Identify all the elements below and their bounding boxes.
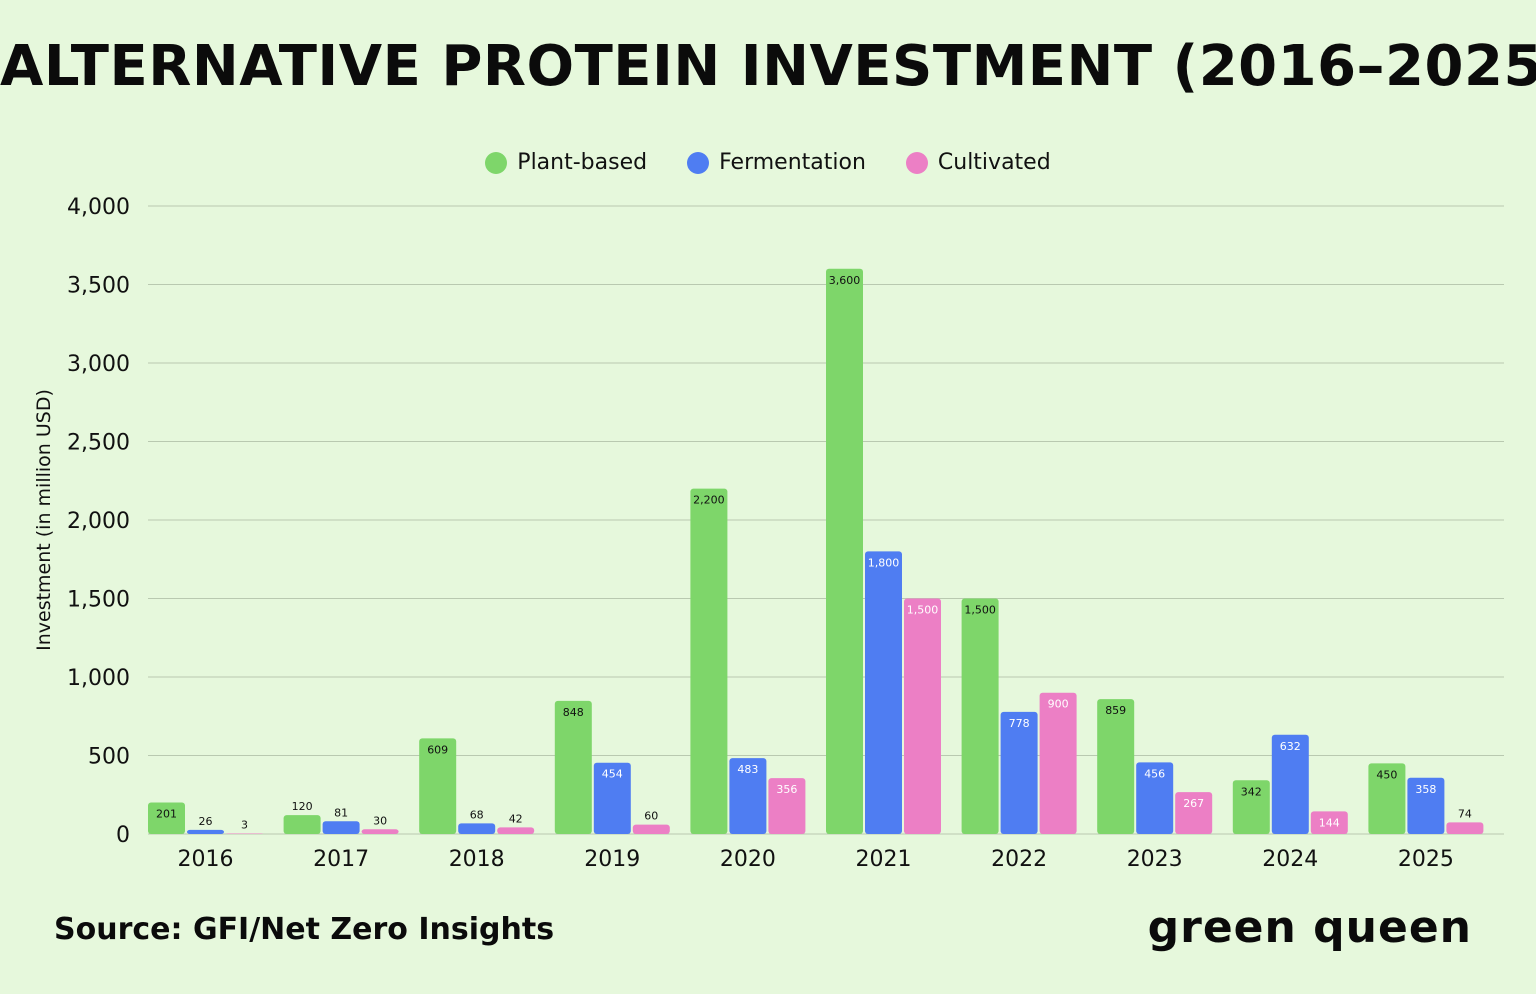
x-tick-label: 2019 — [584, 847, 640, 872]
bar — [1097, 699, 1135, 834]
legend-label-fermentation: Fermentation — [719, 150, 866, 175]
data-label: 120 — [292, 800, 313, 813]
x-tick-label: 2020 — [720, 847, 776, 872]
data-label: 859 — [1105, 704, 1126, 717]
data-label: 483 — [737, 763, 758, 776]
data-label: 74 — [1458, 807, 1472, 820]
bar — [148, 802, 185, 834]
brand-logo: green queen — [1147, 902, 1472, 953]
bar — [1175, 792, 1213, 834]
data-label: 1,500 — [964, 604, 996, 617]
bar — [187, 829, 224, 834]
bar — [1232, 780, 1270, 834]
bar — [1039, 692, 1077, 834]
data-label: 1,800 — [868, 556, 900, 569]
y-tick-label: 500 — [88, 745, 130, 770]
bar — [729, 758, 767, 834]
data-label: 3,600 — [829, 274, 861, 287]
bar — [1271, 734, 1309, 834]
legend-label-cultivated: Cultivated — [937, 150, 1051, 175]
bar — [497, 827, 535, 834]
bar — [1407, 777, 1445, 834]
bar — [1136, 762, 1174, 834]
x-tick-label: 2021 — [856, 847, 912, 872]
bar — [226, 833, 263, 835]
bar — [865, 551, 902, 834]
x-tick-label: 2018 — [449, 847, 505, 872]
legend-item-fermentation: Fermentation — [687, 150, 866, 175]
data-label: 900 — [1048, 698, 1069, 711]
data-label: 42 — [509, 812, 523, 825]
data-label: 778 — [1009, 717, 1030, 730]
data-label: 848 — [563, 706, 584, 719]
data-label: 267 — [1183, 797, 1204, 810]
data-label: 30 — [373, 814, 387, 827]
bar — [458, 823, 496, 834]
bar — [1368, 763, 1406, 834]
x-tick-label: 2017 — [313, 847, 369, 872]
x-tick-label: 2025 — [1398, 847, 1454, 872]
data-label: 454 — [602, 768, 623, 781]
data-label: 2,200 — [693, 494, 725, 507]
data-label: 60 — [644, 810, 658, 823]
bar — [690, 488, 728, 834]
bar — [961, 598, 999, 834]
y-tick-label: 0 — [116, 823, 130, 848]
legend-swatch-plant-based — [485, 151, 508, 174]
data-label: 1,500 — [907, 604, 939, 617]
legend-label-plant-based: Plant-based — [517, 150, 648, 175]
legend-item-cultivated: Cultivated — [905, 150, 1051, 175]
bar — [283, 815, 321, 834]
x-tick-label: 2024 — [1262, 847, 1318, 872]
data-label: 609 — [427, 743, 448, 756]
legend: Plant-based Fermentation Cultivated — [0, 150, 1536, 175]
y-tick-label: 3,500 — [67, 274, 130, 299]
y-tick-label: 2,000 — [67, 509, 130, 534]
data-label: 201 — [156, 807, 177, 820]
bar — [322, 821, 360, 834]
bar — [554, 700, 592, 834]
legend-item-plant-based: Plant-based — [485, 150, 647, 175]
y-tick-label: 3,000 — [67, 352, 130, 377]
data-label: 456 — [1144, 767, 1165, 780]
x-tick-label: 2022 — [991, 847, 1047, 872]
data-label: 3 — [241, 819, 248, 832]
data-label: 26 — [199, 815, 213, 828]
data-label: 144 — [1319, 816, 1340, 829]
data-label: 632 — [1280, 740, 1301, 753]
source-note: Source: GFI/Net Zero Insights — [54, 912, 555, 947]
x-tick-label: 2023 — [1127, 847, 1183, 872]
bar — [1310, 811, 1348, 834]
data-label: 68 — [470, 808, 484, 821]
y-tick-label: 1,000 — [67, 666, 130, 691]
y-tick-label: 4,000 — [67, 195, 130, 220]
bar — [904, 598, 941, 834]
bar — [593, 762, 631, 834]
data-label: 450 — [1376, 768, 1397, 781]
bar — [768, 778, 806, 834]
bar — [361, 829, 399, 834]
legend-swatch-fermentation — [687, 151, 710, 174]
bar — [826, 268, 863, 834]
legend-swatch-cultivated — [905, 151, 928, 174]
data-label: 356 — [776, 783, 797, 796]
data-label: 358 — [1415, 783, 1436, 796]
data-label: 81 — [334, 806, 348, 819]
y-tick-label: 2,500 — [67, 431, 130, 456]
bar — [632, 824, 670, 834]
chart-title: ALTERNATIVE PROTEIN INVESTMENT (2016–202… — [0, 34, 1536, 99]
bar — [1000, 711, 1038, 834]
data-label: 342 — [1241, 785, 1262, 798]
bar — [419, 738, 457, 834]
y-tick-label: 1,500 — [67, 588, 130, 613]
bar — [1446, 822, 1484, 834]
x-tick-label: 2016 — [178, 847, 234, 872]
